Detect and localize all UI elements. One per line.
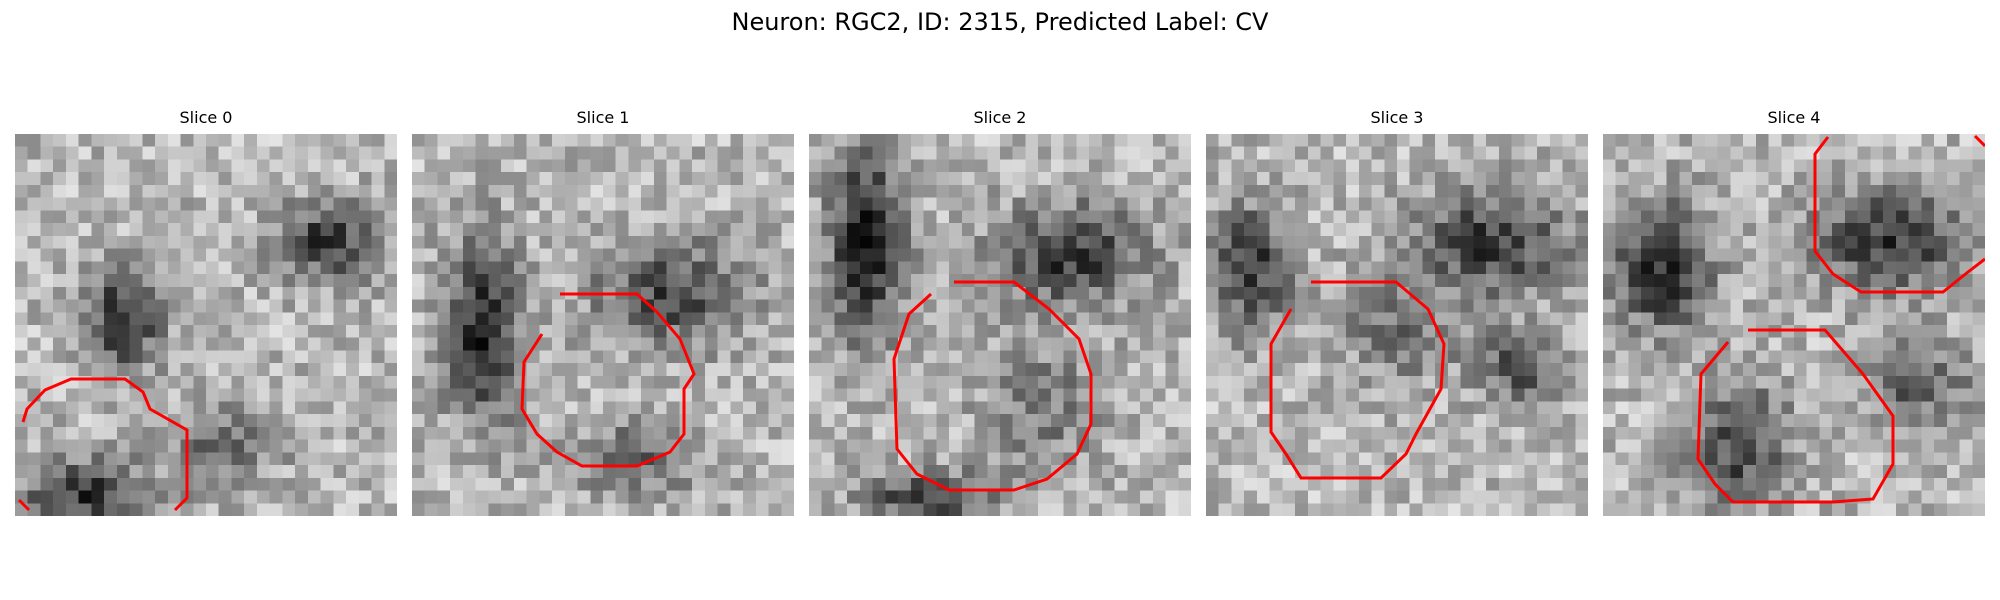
slice-0-image [15,134,397,516]
slice-2-contour [892,280,1093,492]
slice-2-contour-overlay [892,280,1093,492]
slice-0-contour-fragment [17,498,31,512]
panel-title-slice-4: Slice 4 [1767,108,1821,127]
slice-1-image [412,134,794,516]
slice-3-contour [1269,280,1446,480]
panel-title-slice-3: Slice 3 [1370,108,1424,127]
panel-title-slice-2: Slice 2 [973,108,1027,127]
slice-4-image [1603,134,1985,516]
slice-3-panel [1206,134,1588,516]
slice-0-contour-overlay [17,377,189,512]
slice-2-panel [809,134,1191,516]
slice-2-image [809,134,1191,516]
slice-3-contour-overlay [1269,280,1446,480]
slice-4-contour-upper [1813,136,1985,294]
slice-4-panel [1603,134,1985,516]
slice-0-panel [15,134,397,516]
panel-title-slice-0: Slice 0 [179,108,233,127]
slice-0-contour [21,377,189,512]
figure-title: Neuron: RGC2, ID: 2315, Predicted Label:… [731,8,1269,36]
slice-3-image [1206,134,1588,516]
slice-1-contour [520,292,696,468]
slice-1-contour-overlay [520,292,696,468]
panel-title-slice-1: Slice 1 [576,108,630,127]
slice-4-contour-overlay [1696,134,1985,504]
slice-4-contour-corner [1973,134,1985,148]
slice-4-contour-lower [1696,328,1895,504]
slice-1-panel [412,134,794,516]
